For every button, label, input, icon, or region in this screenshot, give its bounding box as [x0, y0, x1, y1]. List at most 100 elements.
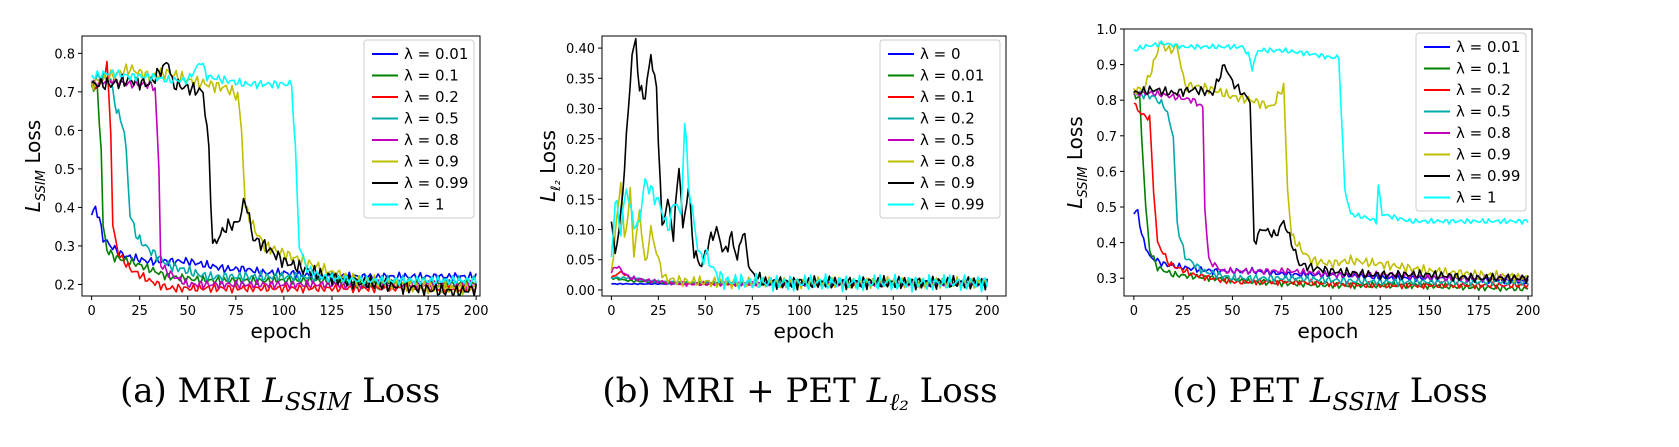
legend-label: λ = 0.5: [1456, 103, 1511, 121]
x-tick-label: 0: [87, 304, 95, 319]
legend-label: λ = 0.5: [404, 110, 459, 128]
legend-box: [363, 39, 475, 219]
y-tick-label: 1.0: [1096, 23, 1117, 38]
legend-label: λ = 0.01: [404, 45, 468, 63]
caption-suffix: Loss: [1399, 371, 1488, 411]
legend-label: λ = 1: [1456, 189, 1497, 207]
y-tick-label: 0.3: [1096, 272, 1117, 287]
series-line-4: [1133, 90, 1529, 287]
caption-prefix: (b) MRI + PET: [602, 371, 866, 411]
y-tick-label: 0.7: [54, 86, 75, 101]
legend: λ = 0.01 λ = 0.1 λ = 0.2 λ = 0.5 λ = 0.8 λ = …: [1415, 32, 1527, 212]
axes-frame: [81, 35, 481, 297]
y-tick-label: 0.3: [54, 240, 75, 255]
y-tick-label: 0.4: [1096, 237, 1117, 252]
caption-sub: ℓ₂: [889, 388, 909, 416]
series-line-7: [1133, 64, 1529, 284]
y-tick-label: 0.20: [566, 163, 595, 178]
y-axis-label-var: L: [536, 191, 560, 202]
x-tick-label: 175: [416, 304, 441, 319]
y-axis-label-suffix: Loss: [536, 130, 560, 180]
series-line-8: [610, 122, 988, 293]
figure-caption: (c) PET LSSIM Loss: [1172, 371, 1487, 416]
figure-caption: (a) MRI LSSIM Loss: [120, 371, 440, 416]
y-tick-label: 0.25: [566, 133, 595, 148]
y-axis-label: LSSIM Loss: [21, 120, 49, 212]
legend-label: λ = 0.9: [404, 153, 459, 171]
legend-label: λ = 0.99: [1456, 167, 1520, 185]
x-tick-label: 25: [650, 304, 667, 319]
y-axis-label-suffix: Loss: [1063, 116, 1087, 166]
y-tick-label: 0.5: [1096, 201, 1117, 216]
y-tick-label: 0.5: [54, 163, 75, 178]
series-line-1: [90, 205, 477, 282]
x-tick-label: 50: [179, 304, 196, 319]
y-tick-label: 0.8: [54, 47, 75, 62]
y-tick-label: 0.40: [566, 42, 595, 57]
y-tick-label: 0.00: [566, 284, 595, 299]
x-tick-label: 50: [1224, 304, 1241, 319]
figure-caption: (b) MRI + PET Lℓ₂ Loss: [602, 371, 997, 416]
x-tick-label: 75: [744, 304, 761, 319]
series-group: [610, 37, 988, 293]
y-tick-label: 0.4: [54, 201, 75, 216]
x-tick-label: 100: [787, 304, 812, 319]
y-tick-label: 0.15: [566, 193, 595, 208]
x-tick-label: 100: [271, 304, 296, 319]
caption-suffix: Loss: [909, 371, 998, 411]
y-axis-label-var: L: [21, 201, 45, 212]
legend-box: [1415, 32, 1527, 212]
chart-panel-2: 0 25 50 75 100 125 150 175 200 0.00 0.05 0.10 0.15 0.…: [536, 35, 1007, 416]
legend-label: λ = 0.9: [1456, 146, 1511, 164]
y-axis-label: LSSIM Loss: [1063, 116, 1091, 208]
x-tick-label: 150: [881, 304, 906, 319]
y-tick-label: 0.8: [1096, 94, 1117, 109]
legend: λ = 0.01 λ = 0.1 λ = 0.2 λ = 0.5 λ = 0.8 λ = …: [363, 39, 475, 219]
legend: λ = 0 λ = 0.01 λ = 0.1 λ = 0.2 λ = 0.5 λ = 0.…: [879, 39, 1001, 219]
series-group: [90, 60, 477, 296]
x-tick-label: 50: [697, 304, 714, 319]
caption-sub: SSIM: [285, 388, 353, 416]
x-axis-label: epoch: [251, 319, 312, 343]
y-axis-label-sub: ℓ₂: [549, 180, 564, 192]
legend-label: λ = 0.1: [920, 88, 975, 106]
y-tick-label: 0.9: [1096, 59, 1117, 74]
caption-suffix: Loss: [351, 371, 440, 411]
legend-label: λ = 0.1: [1456, 60, 1511, 78]
axes-frame: [601, 35, 1007, 297]
y-tick-label: 0.7: [1096, 130, 1117, 145]
legend-label: λ = 0.5: [920, 131, 975, 149]
chart-panel-1: 0 25 50 75 100 125 150 175 200 0.2 0.3 0.4 0.5 0.6 0.7…: [21, 35, 489, 416]
series-line-8: [1133, 40, 1529, 225]
legend-label: λ = 0.9: [920, 174, 975, 192]
x-tick-label: 200: [975, 304, 1000, 319]
legend-label: λ = 0.1: [404, 67, 459, 85]
caption-var: L: [1309, 371, 1333, 411]
x-tick-label: 25: [131, 304, 148, 319]
legend-label: λ = 0: [920, 45, 961, 63]
legend-label: λ = 0.2: [920, 110, 975, 128]
y-tick-label: 0.05: [566, 254, 595, 269]
caption-var: L: [866, 371, 890, 411]
axes-frame: [1123, 28, 1533, 297]
y-tick-label: 0.30: [566, 103, 595, 118]
y-tick-label: 0.6: [1096, 165, 1117, 180]
series-line-5: [90, 75, 477, 290]
x-axis-label: epoch: [1298, 319, 1359, 343]
x-tick-label: 125: [320, 304, 345, 319]
series-group: [1133, 40, 1529, 292]
x-tick-label: 100: [1319, 304, 1344, 319]
x-tick-label: 200: [464, 304, 489, 319]
x-tick-label: 200: [1516, 304, 1541, 319]
legend-label: λ = 0.01: [920, 67, 984, 85]
x-tick-label: 0: [1130, 304, 1138, 319]
x-tick-label: 125: [1368, 304, 1393, 319]
caption-prefix: (c) PET: [1172, 371, 1310, 411]
x-tick-label: 150: [1417, 304, 1442, 319]
x-tick-label: 150: [368, 304, 393, 319]
legend-label: λ = 0.8: [404, 131, 459, 149]
legend-label: λ = 0.01: [1456, 38, 1520, 56]
legend-label: λ = 0.8: [920, 153, 975, 171]
x-axis-label: epoch: [774, 319, 835, 343]
